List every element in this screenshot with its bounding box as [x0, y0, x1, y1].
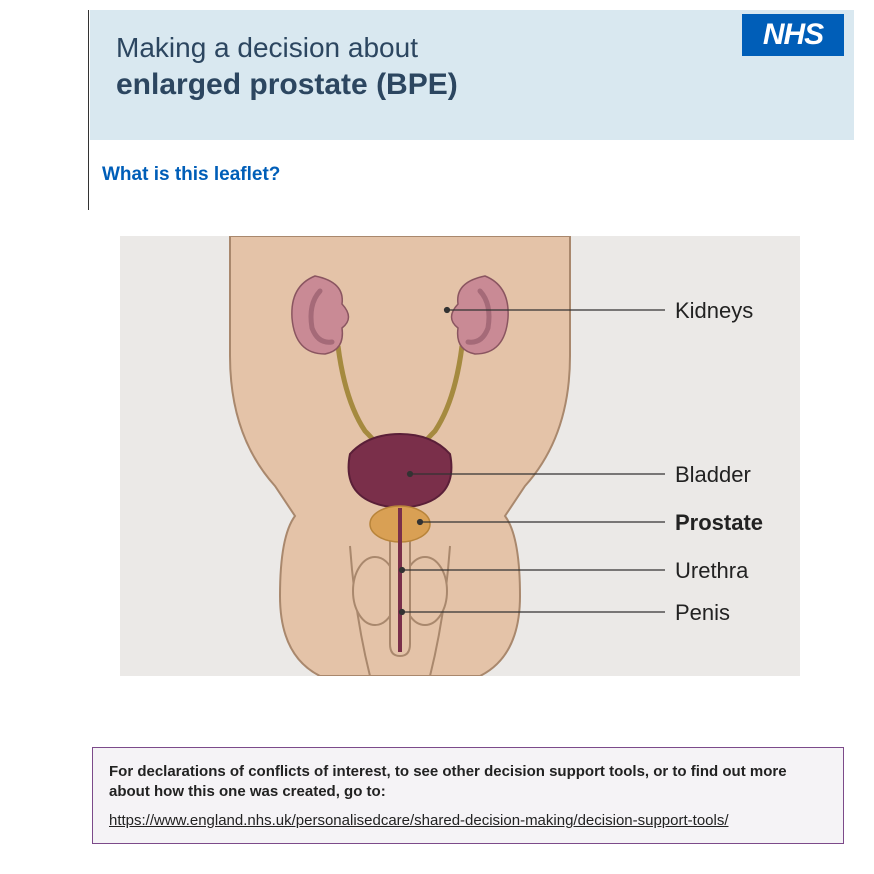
label-prostate: Prostate	[675, 510, 763, 536]
footer-box: For declarations of conflicts of interes…	[92, 747, 844, 845]
footer-link[interactable]: https://www.england.nhs.uk/personalisedc…	[109, 812, 827, 829]
label-urethra: Urethra	[675, 558, 748, 584]
bladder	[349, 434, 452, 508]
vertical-rule	[88, 10, 89, 210]
label-kidneys: Kidneys	[675, 298, 753, 324]
header-banner: Making a decision about enlarged prostat…	[90, 10, 854, 140]
label-bladder: Bladder	[675, 462, 751, 488]
nhs-logo: NHS	[742, 14, 844, 56]
title-bold: enlarged prostate (BPE)	[116, 68, 828, 102]
title-light: Making a decision about	[116, 32, 828, 64]
section-heading: What is this leaflet?	[102, 164, 280, 186]
label-penis: Penis	[675, 600, 730, 626]
anatomy-diagram: Kidneys Bladder Prostate Urethra Penis	[120, 236, 800, 676]
footer-text: For declarations of conflicts of interes…	[109, 762, 827, 803]
